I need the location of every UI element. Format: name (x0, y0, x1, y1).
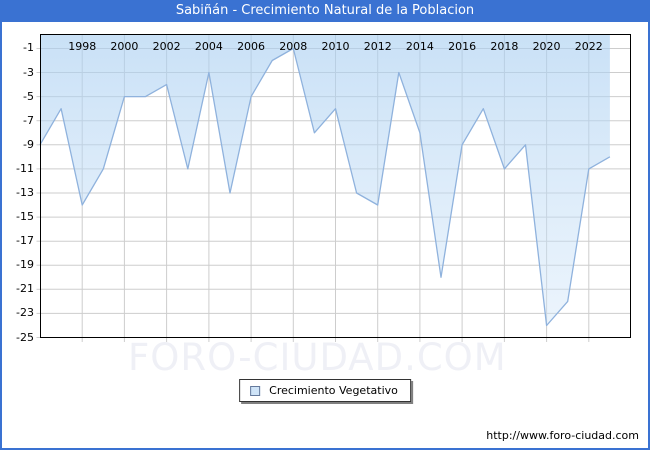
y-axis-tick-label: -7 (23, 113, 34, 127)
x-axis-year-label: 2014 (405, 40, 434, 53)
x-axis-year-label: 2010 (321, 40, 350, 53)
x-axis-year-label: 2004 (194, 40, 223, 53)
y-axis-tick-label: -19 (16, 258, 34, 272)
x-axis-year-label: 2000 (110, 40, 139, 53)
x-axis-year-label: 2018 (490, 40, 519, 53)
x-axis-year-label: 1998 (68, 40, 97, 53)
y-axis-tick-label: -21 (16, 282, 34, 296)
x-axis-year-label: 2020 (532, 40, 561, 53)
legend: Crecimiento Vegetativo (239, 379, 411, 402)
plot-area (36, 34, 631, 342)
y-axis-tick-label: -9 (23, 137, 34, 151)
y-axis-tick-label: -13 (16, 185, 34, 199)
y-axis-tick-label: -15 (16, 210, 34, 224)
y-axis-tick-label: -3 (23, 65, 34, 79)
y-axis-tick-label: -1 (23, 41, 34, 55)
watermark-text: FORO-CIUDAD.COM (128, 336, 507, 379)
legend-label: Crecimiento Vegetativo (269, 384, 398, 397)
x-axis-year-label: 2016 (448, 40, 477, 53)
x-axis-year-label: 2008 (279, 40, 308, 53)
x-axis-year-label: 2006 (237, 40, 266, 53)
x-axis-year-label: 2022 (574, 40, 603, 53)
legend-swatch-icon (250, 385, 261, 396)
y-axis-tick-label: -11 (16, 161, 34, 175)
y-axis-tick-label: -5 (23, 89, 34, 103)
footer-link[interactable]: http://www.foro-ciudad.com (486, 429, 639, 442)
chart-title: Sabiñán - Crecimiento Natural de la Pobl… (175, 3, 475, 18)
x-axis-year-label: 2012 (363, 40, 392, 53)
y-axis-tick-label: -23 (16, 306, 34, 320)
y-axis-tick-label: -25 (16, 330, 34, 344)
x-axis-year-label: 2002 (152, 40, 181, 53)
area-chart-svg (36, 34, 631, 342)
title-bar: Sabiñán - Crecimiento Natural de la Pobl… (2, 2, 648, 22)
y-axis-tick-label: -17 (16, 234, 34, 248)
